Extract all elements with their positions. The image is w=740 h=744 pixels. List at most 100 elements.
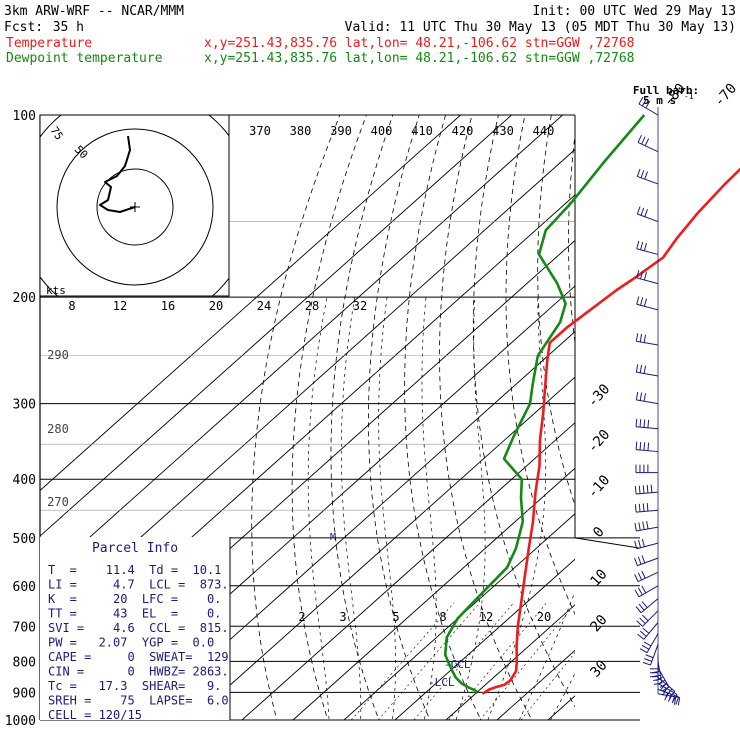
barb-flag: [640, 365, 641, 373]
barb-flag: [636, 419, 637, 427]
dewpoint-location: x,y=251.43,835.76 lat,lon= 48.21,-106.62…: [204, 51, 634, 66]
isotherm: [599, 115, 740, 720]
barb-flag: [637, 621, 643, 627]
isotherm: [650, 115, 740, 720]
theta-label: 400: [371, 124, 393, 138]
wind-barb: [636, 364, 658, 376]
moist-adiabat: [341, 297, 361, 733]
barb-flag: [638, 557, 641, 565]
barb-flag: [636, 442, 637, 450]
wind-barb: [635, 539, 658, 549]
temperature-profile: [483, 115, 740, 694]
barb-staff: [636, 427, 658, 429]
dry-adiabat: [683, 115, 740, 733]
barb-flag: [640, 618, 646, 624]
wind-barb: [637, 241, 658, 254]
theta-e-label: 280: [47, 422, 69, 436]
barb-flag: [637, 241, 639, 249]
parcel-info-row: LI = 4.7 LCL = 873.: [48, 578, 229, 592]
barb-flag: [641, 170, 644, 178]
wind-barb: [636, 333, 658, 345]
dewpoint-legend: Dewpoint temperature: [6, 51, 163, 66]
barb-flag: [635, 504, 636, 512]
barb-flag: [635, 574, 638, 581]
pressure-label: 200: [13, 291, 36, 306]
barb-flag: [640, 649, 647, 653]
barb-flag: [639, 504, 640, 512]
wind-barb: [635, 571, 658, 582]
wind-barb: [640, 634, 658, 653]
barb-staff: [636, 492, 658, 494]
mixing-ratio-label: 8: [439, 610, 446, 624]
barb-staff: [636, 400, 658, 404]
pressure-label: 600: [13, 580, 36, 595]
barb-flag: [653, 679, 661, 680]
barb-staff: [636, 510, 658, 512]
dry-adiabat: [656, 115, 740, 733]
barb-flag: [635, 486, 636, 494]
wind-barb: [650, 655, 658, 677]
barb-flag: [640, 393, 641, 401]
barb-flag: [637, 206, 640, 214]
lower-frame-edge: [575, 538, 640, 548]
parcel-info-row: K = 20 LFC = 0.: [48, 592, 221, 606]
isotherm-label: -70: [711, 81, 740, 111]
parcel-info-row: SVI = 4.6 CCL = 815.: [48, 621, 229, 635]
isotherm-label: 20: [587, 612, 610, 635]
barb-staff: [641, 599, 658, 613]
barb-flag: [637, 169, 640, 177]
theta-label: 420: [452, 124, 474, 138]
wind-barb: [635, 521, 658, 531]
wind-barb: [635, 586, 658, 597]
level-marker: M: [330, 532, 336, 543]
hodograph-axis-label: 16: [161, 299, 175, 313]
barb-flag: [640, 334, 641, 342]
barb-flag: [648, 443, 649, 451]
barb-staff: [637, 249, 658, 255]
barb-flag: [637, 297, 639, 305]
parcel-info-row: TT = 43 EL = 0.: [48, 607, 221, 621]
barb-flag: [642, 602, 647, 608]
wind-barb: [637, 297, 658, 310]
wind-barb: [637, 270, 658, 283]
hodograph-axis-label: 20: [209, 299, 223, 313]
lcl-marker: -LCL: [428, 676, 455, 689]
wind-barb: [638, 135, 658, 152]
wind-barb: [637, 611, 658, 627]
barb-flag: [641, 298, 643, 306]
barb-flag: [639, 486, 640, 494]
barb-flag: [639, 540, 641, 548]
hodograph-axis-label: 32: [353, 299, 367, 313]
parcel-info-row: SREH = 75 LAPSE= 6.0: [48, 694, 229, 708]
barb-flag: [643, 503, 644, 511]
parcel-info-row: T = 11.4 Td = 10.1: [48, 563, 221, 577]
wind-legend-exponent: -1: [684, 92, 694, 101]
dry-adiabat: [252, 115, 340, 733]
dry-adiabat: [292, 115, 366, 733]
pressure-label: 800: [13, 655, 36, 670]
dry-adiabat: [710, 115, 740, 733]
barb-staff: [637, 176, 658, 184]
forecast-hour: 35 h: [53, 20, 84, 35]
wind-barb: [635, 503, 658, 512]
wind-barb: [635, 485, 658, 494]
hodograph-axis-label: 24: [257, 299, 271, 313]
theta-label: 430: [492, 124, 514, 138]
barb-flag: [640, 419, 641, 427]
barb-flag: [646, 655, 654, 658]
barb-staff: [637, 278, 658, 284]
wind-barb: [636, 392, 658, 404]
ccl-marker: -CCL: [444, 658, 471, 671]
wind-barbs: [635, 97, 680, 705]
mixing-ratio-label: 2: [298, 610, 305, 624]
pressure-label: 100: [13, 109, 36, 124]
barb-flag: [644, 420, 645, 428]
parcel-info-row: Tc = 17.3 SHEAR= 9.: [48, 679, 221, 693]
forecast-label: Fcst:: [4, 20, 43, 35]
barb-staff: [650, 644, 658, 665]
init-time: Init: 00 UTC Wed 29 May 13: [533, 4, 737, 19]
barb-flag: [638, 588, 642, 595]
theta-e-label: 290: [47, 348, 69, 362]
